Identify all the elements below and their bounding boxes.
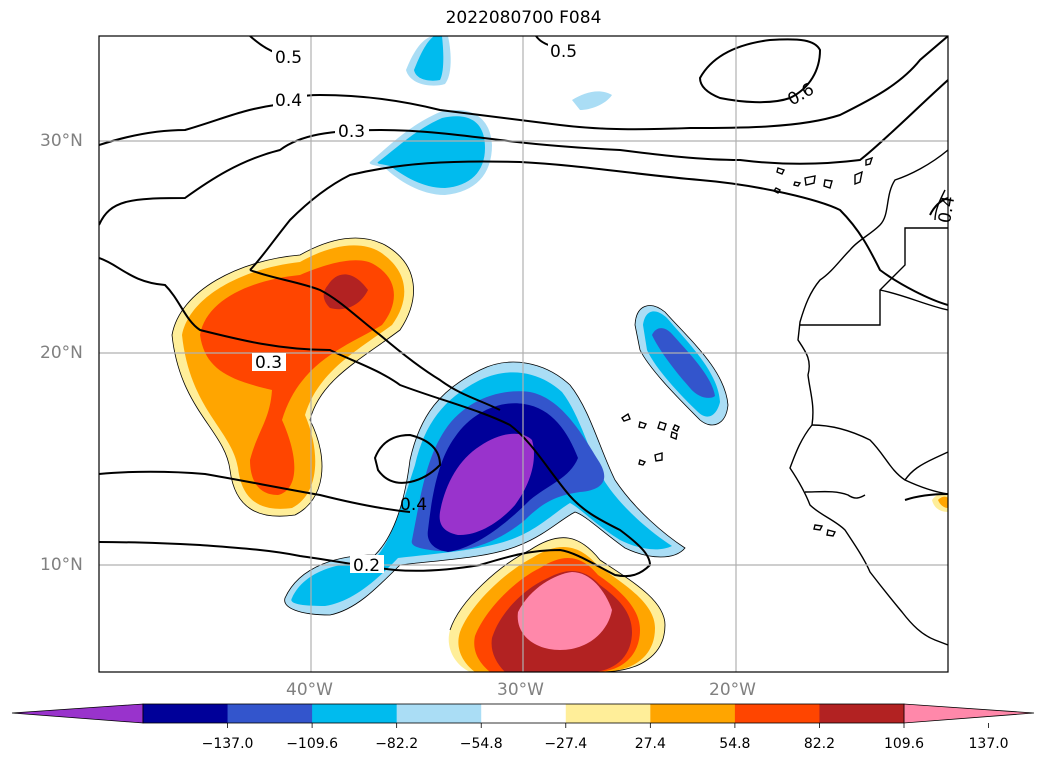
map-frame (98, 35, 949, 673)
contour-label-4: 0.3 (338, 122, 365, 142)
negative-anomaly-central-purple (439, 433, 535, 536)
positive-anomaly-edge-orange (938, 496, 948, 508)
negative-anomaly-top-cyan (414, 36, 444, 81)
colorbar-tick-label: −82.2 (375, 736, 419, 752)
contour-label-5: 0.6 (784, 79, 817, 110)
colorbar-segment (227, 704, 313, 723)
colorbar-segment (734, 704, 820, 723)
anomaly-outlines (171, 237, 729, 672)
positive-anomaly-south-pink (517, 572, 612, 650)
colorbar-segment (650, 704, 736, 723)
colorbar-segment (481, 704, 567, 723)
lon-label-40w: 40°W (286, 680, 333, 700)
positive-anomaly-nw-red (200, 260, 394, 495)
lat-label-10n: 10°N (40, 555, 83, 575)
negative-anomaly-north-cyan (377, 116, 485, 188)
coastline (621, 149, 948, 646)
colorbar-segment (396, 704, 482, 723)
contour-label-1: 0.5 (275, 48, 302, 68)
colorbar-max-extension (903, 703, 1035, 724)
colorbar-min-extension (11, 703, 144, 724)
colorbar-tick-label: 27.4 (634, 736, 666, 752)
negative-anomaly-small (572, 91, 612, 110)
colorbar-tick-label: 137.0 (968, 736, 1009, 752)
contour-label-7: 0.3 (255, 353, 282, 373)
colorbar-tick-label: 82.2 (803, 736, 836, 752)
contour-label-2: 0.5 (550, 42, 577, 62)
lat-label-30n: 30°N (40, 131, 83, 151)
colorbar (11, 703, 1035, 728)
colorbar-tick-label: 54.8 (719, 736, 751, 752)
lat-label-20n: 20°N (40, 343, 83, 363)
colorbar-tick-label: −27.4 (544, 736, 588, 752)
colorbar-tick-label: 109.6 (883, 736, 925, 752)
colorbar-segment (819, 704, 905, 723)
colorbar-tick-label: −137.0 (201, 736, 254, 752)
colorbar-segment (143, 704, 229, 723)
colorbar-segment (565, 704, 651, 723)
positive-anomaly-nw-dark (323, 274, 368, 310)
colorbar-segment (312, 704, 398, 723)
contour-label-3: 0.4 (275, 91, 302, 111)
contour-label-8: 0.4 (400, 495, 427, 515)
map-panel (99, 36, 948, 672)
negative-anomaly-east-blue (652, 328, 715, 398)
colorbar-tick-label: −109.6 (286, 736, 339, 752)
contour-labels: 0.5 0.5 0.4 0.3 0.6 0.4 0.3 0.4 0.2 (252, 42, 959, 576)
contour-label-6: 0.4 (935, 195, 959, 225)
lon-label-30w: 30°W (497, 680, 544, 700)
lon-label-20w: 20°W (709, 680, 756, 700)
colorbar-tick-label: −54.8 (459, 736, 503, 752)
map-title: 2022080700 F084 (445, 8, 602, 28)
grid-lines (99, 36, 948, 672)
contour-label-9: 0.2 (353, 556, 380, 576)
